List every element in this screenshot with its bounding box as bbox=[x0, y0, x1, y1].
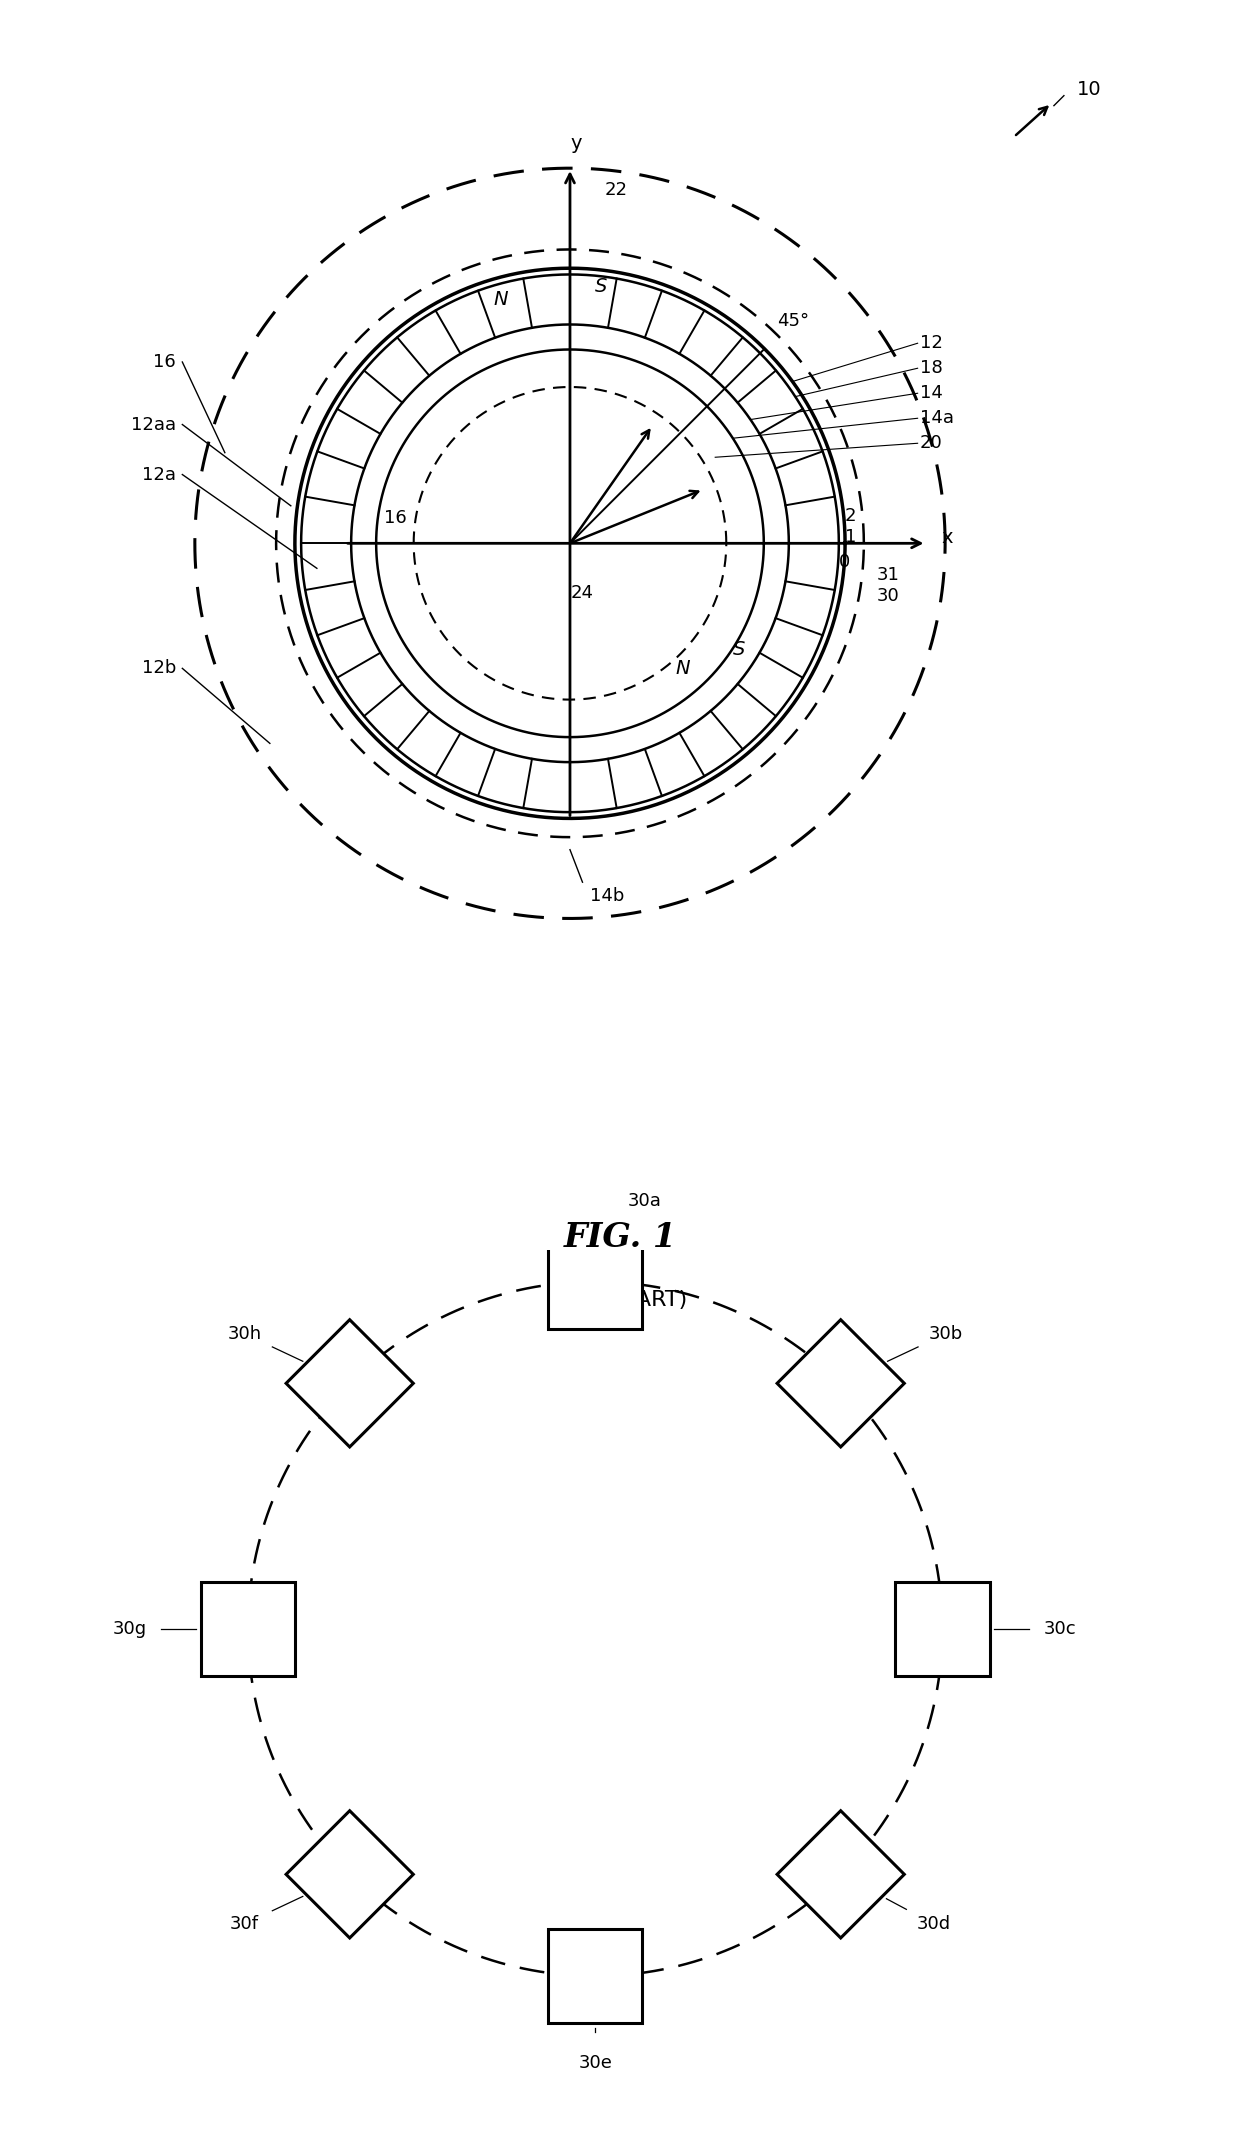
Text: 30f: 30f bbox=[229, 1915, 259, 1934]
Text: 30c: 30c bbox=[1044, 1619, 1076, 1639]
Text: 2: 2 bbox=[846, 507, 857, 524]
Bar bbox=[548, 1930, 642, 2022]
Polygon shape bbox=[286, 1811, 413, 1938]
Bar bbox=[201, 1583, 295, 1675]
Text: y: y bbox=[570, 134, 582, 153]
Text: 18: 18 bbox=[920, 360, 942, 377]
Text: S: S bbox=[733, 640, 745, 660]
Text: 14b: 14b bbox=[590, 888, 625, 906]
Polygon shape bbox=[777, 1811, 904, 1938]
Text: 30: 30 bbox=[877, 586, 899, 606]
Bar bbox=[548, 1235, 642, 1328]
Text: 30g: 30g bbox=[113, 1619, 148, 1639]
Text: 12aa: 12aa bbox=[131, 416, 176, 433]
Text: 20: 20 bbox=[920, 433, 942, 453]
Text: 14: 14 bbox=[920, 384, 942, 403]
Text: 45°: 45° bbox=[777, 313, 810, 330]
Text: 14a: 14a bbox=[920, 410, 954, 427]
Text: 12: 12 bbox=[920, 334, 942, 351]
Text: FIG. 1: FIG. 1 bbox=[563, 1220, 677, 1255]
Text: 30b: 30b bbox=[929, 1324, 963, 1343]
Text: 10: 10 bbox=[1076, 80, 1101, 99]
Bar bbox=[895, 1583, 990, 1675]
Text: N: N bbox=[676, 660, 689, 677]
Text: (PRIOR ART): (PRIOR ART) bbox=[552, 1289, 688, 1311]
Text: 30a: 30a bbox=[627, 1192, 662, 1210]
Text: 24: 24 bbox=[570, 584, 594, 602]
Polygon shape bbox=[777, 1319, 904, 1447]
Text: 30d: 30d bbox=[916, 1915, 951, 1934]
Text: 22: 22 bbox=[605, 181, 627, 198]
Text: 16: 16 bbox=[154, 354, 176, 371]
Text: 12a: 12a bbox=[143, 466, 176, 483]
Text: 12b: 12b bbox=[141, 660, 176, 677]
Text: 31: 31 bbox=[877, 565, 899, 584]
Text: x: x bbox=[941, 528, 952, 548]
Polygon shape bbox=[286, 1319, 413, 1447]
Text: 16: 16 bbox=[383, 509, 407, 528]
Text: S: S bbox=[595, 278, 608, 298]
Text: N: N bbox=[494, 289, 508, 308]
Text: 0: 0 bbox=[838, 554, 851, 571]
Text: 30h: 30h bbox=[227, 1324, 262, 1343]
Text: 30e: 30e bbox=[578, 2055, 613, 2072]
Text: 1: 1 bbox=[846, 528, 857, 545]
